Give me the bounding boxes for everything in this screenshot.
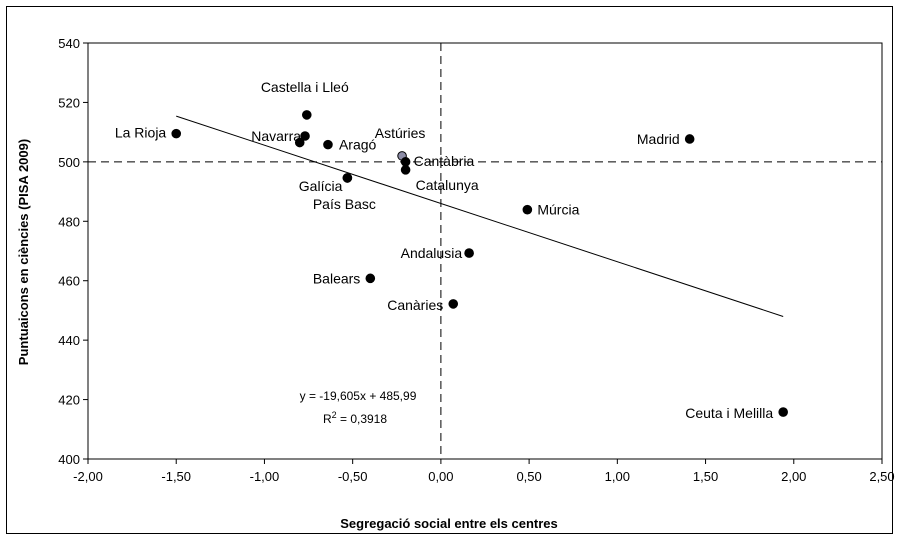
point-label: Aragó: [339, 137, 377, 153]
data-point: [448, 299, 459, 309]
x-tick-label: 1,50: [693, 469, 718, 484]
point-label: Astúries: [375, 125, 426, 141]
y-tick-label: 480: [58, 214, 80, 229]
y-tick-label: 460: [58, 274, 80, 289]
data-point: [171, 128, 182, 139]
point-label: Canàries: [387, 297, 443, 313]
r-squared-superscript: 2: [332, 410, 337, 420]
x-tick-label: 2,50: [869, 469, 894, 484]
y-tick-label: 520: [58, 95, 80, 110]
chart-border: [6, 6, 893, 534]
r-squared-value: = 0,3918: [337, 412, 388, 426]
x-tick-label: -2,00: [73, 469, 103, 484]
point-label: Cantàbria: [414, 153, 475, 169]
data-point: [464, 248, 474, 258]
data-point: [300, 131, 310, 141]
y-axis-title: Puntuaicons en ciències (PISA 2009): [16, 139, 31, 365]
x-tick-label: 0,00: [428, 469, 453, 484]
point-label: Andalusia: [401, 245, 463, 261]
y-tick-label: 440: [58, 333, 80, 348]
x-tick-label: -1,50: [161, 469, 191, 484]
y-tick-label: 500: [58, 155, 80, 170]
data-point: [400, 165, 411, 175]
data-point: [684, 134, 695, 144]
y-tick-label: 400: [58, 452, 80, 467]
trendline: [176, 115, 784, 317]
x-tick-label: 1,00: [605, 469, 630, 484]
data-point: [294, 137, 305, 148]
data-point: [400, 157, 411, 167]
r-squared-label: R2 = 0,3918: [323, 410, 387, 426]
y-tick-label: 540: [58, 36, 80, 51]
plot-area: [87, 42, 883, 460]
point-label: Ceuta i Melilla: [685, 405, 773, 421]
point-label: Galícia: [299, 178, 343, 194]
point-label: Castella i Lleó: [261, 79, 349, 95]
y-tick-label: 420: [58, 393, 80, 408]
trendline-equation: y = -19,605x + 485,99: [300, 389, 417, 403]
point-label: Múrcia: [537, 202, 579, 218]
data-point: [323, 139, 333, 150]
point-label: Navarra: [251, 128, 301, 144]
data-point: [522, 204, 533, 215]
x-tick-label: 2,00: [781, 469, 806, 484]
r-squared-prefix: R: [323, 412, 332, 426]
data-point: [342, 173, 353, 183]
point-label: La Rioja: [115, 125, 167, 141]
x-tick-label: 0,50: [516, 469, 541, 484]
point-label: Balears: [313, 270, 360, 286]
point-label: Madrid: [637, 131, 680, 147]
x-tick-label: -1,00: [250, 469, 280, 484]
point-label: Catalunya: [416, 177, 479, 193]
point-label: País Basc: [313, 196, 376, 212]
x-tick-label: -0,50: [338, 469, 368, 484]
data-point: [301, 110, 312, 120]
data-point: [365, 273, 376, 284]
x-axis-title: Segregació social entre els centres: [340, 516, 558, 531]
data-point: [778, 407, 788, 417]
